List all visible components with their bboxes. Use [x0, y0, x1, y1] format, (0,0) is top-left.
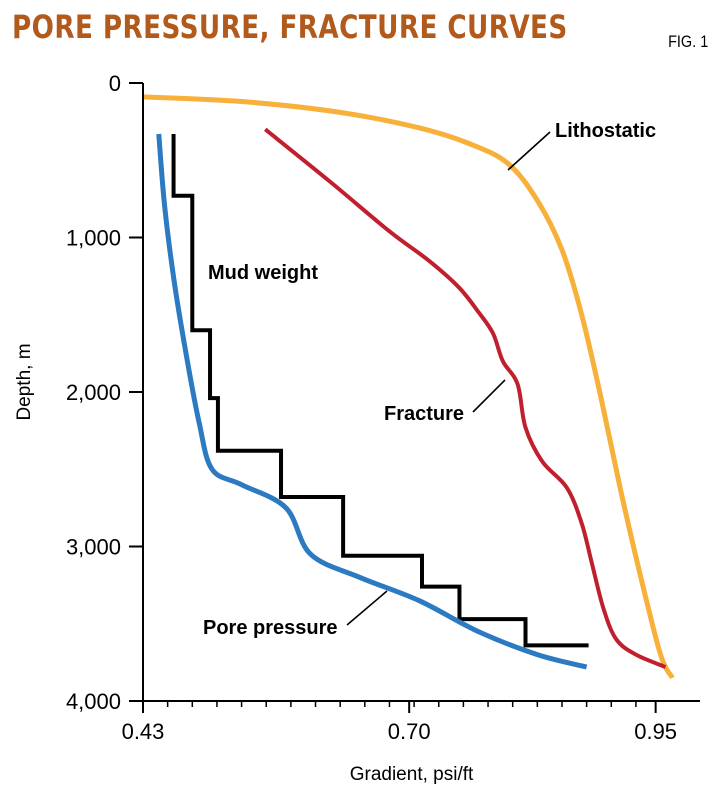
annotation-mud-weight: Mud weight — [208, 262, 318, 284]
series-line-pore-pressure — [156, 133, 588, 670]
figure-label: FIG. 1 — [667, 32, 708, 51]
y-tick-label: 4,000 — [66, 689, 121, 714]
series-line-fracture — [263, 127, 667, 669]
y-tick-label: 1,000 — [66, 226, 121, 251]
x-tick-label: 0.95 — [634, 719, 677, 744]
y-tick-label: 3,000 — [66, 535, 121, 560]
leader-line-fracture — [472, 379, 506, 413]
chart-axes — [142, 83, 700, 702]
series-line-mud-weight — [171, 133, 589, 648]
y-tick-label: 2,000 — [66, 380, 121, 405]
annotation-lithostatic: Lithostatic — [555, 120, 656, 142]
x-tick-label: 0.70 — [388, 719, 431, 744]
x-axis-title: Gradient, psi/ft — [350, 764, 474, 785]
leader-line-lithostatic — [507, 131, 551, 171]
annotation-pore-pressure: Pore pressure — [203, 617, 338, 639]
series-line-lithostatic — [142, 94, 675, 680]
leader-line-pore-pressure — [346, 590, 388, 626]
annotation-leaders — [346, 131, 551, 626]
series-curves — [142, 94, 675, 680]
annotation-fracture: Fracture — [384, 403, 464, 425]
x-tick-label: 0.43 — [122, 719, 165, 744]
page-title: PORE PRESSURE, FRACTURE CURVES — [12, 8, 568, 46]
y-tick-label: 0 — [109, 71, 121, 96]
y-axis-title: Depth, m — [14, 343, 35, 420]
